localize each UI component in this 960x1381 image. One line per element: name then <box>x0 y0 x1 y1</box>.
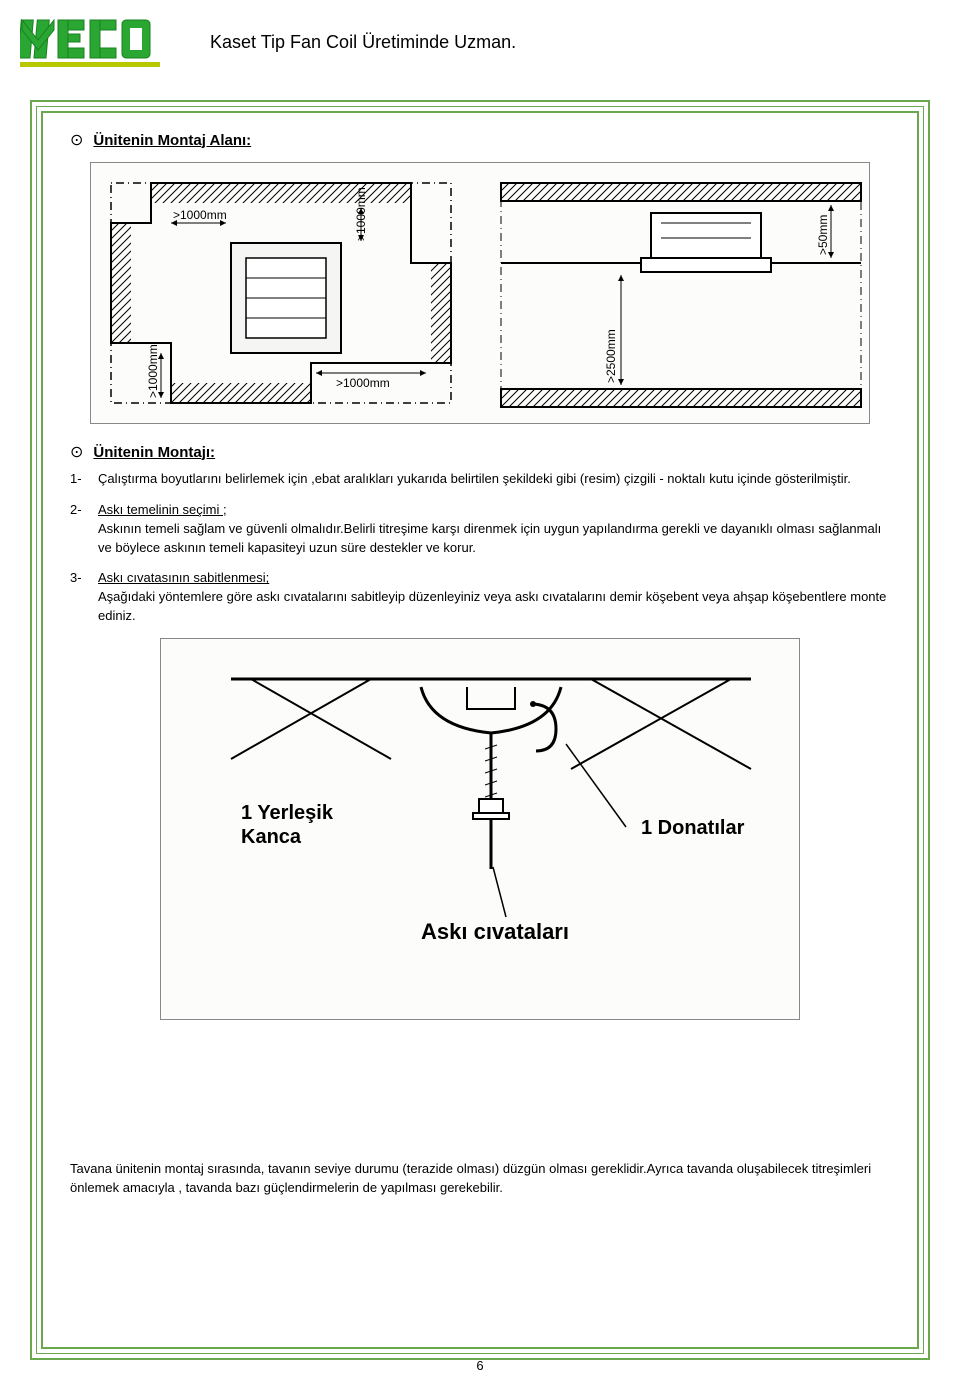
diagram-montaj-alani: >1000mm >1000mm >1000mm >1000mm <box>90 162 870 424</box>
item-text: Çalıştırma boyutlarını belirlemek için ,… <box>98 470 890 489</box>
item-body: Aşağıdaki yöntemlere göre askı cıvatalar… <box>98 589 886 623</box>
page-header: Kaset Tip Fan Coil Üretiminde Uzman. <box>20 12 516 72</box>
item-body: Askının temeli sağlam ve güvenli olmalıd… <box>98 521 881 555</box>
dim-label: >1000mm <box>336 376 390 390</box>
section-montaj: ⊙ Ünitenin Montajı: <box>70 442 890 462</box>
label-aski-civatalari: Askı cıvataları <box>421 919 569 944</box>
dim-label: >50mm <box>816 215 830 255</box>
list-item-1: 1- Çalıştırma boyutlarını belirlemek içi… <box>70 470 890 489</box>
item-number: 2- <box>70 501 98 558</box>
list-item-3: 3- Askı cıvatasının sabitlenmesi; Aşağıd… <box>70 569 890 626</box>
bullet-icon: ⊙ <box>70 130 83 150</box>
dim-label: >1000mm <box>354 187 368 241</box>
header-title: Kaset Tip Fan Coil Üretiminde Uzman. <box>210 32 516 53</box>
content-area: ⊙ Ünitenin Montaj Alanı: <box>70 130 890 1198</box>
bullet-icon: ⊙ <box>70 442 83 462</box>
section-title-montaj-alani: Ünitenin Montaj Alanı: <box>93 132 251 149</box>
page-number: 6 <box>0 1358 960 1373</box>
section-title-montaj: Ünitenin Montajı: <box>93 444 215 461</box>
item-subtitle: Askı temelinin seçimi ; <box>98 502 227 517</box>
label-yerlesik: 1 Yerleşik <box>241 802 334 824</box>
item-number: 1- <box>70 470 98 489</box>
item-subtitle: Askı cıvatasının sabitlenmesi; <box>98 570 269 585</box>
footer-paragraph: Tavana ünitenin montaj sırasında, tavanı… <box>70 1160 890 1198</box>
dim-label: >2500mm <box>604 329 618 383</box>
item-text: Askı temelinin seçimi ; Askının temeli s… <box>98 501 890 558</box>
diagram-aski: 1 Yerleşik Kanca 1 Donatılar Askı cıvata… <box>160 638 800 1020</box>
dim-label: >1000mm <box>146 344 160 398</box>
list-item-2: 2- Askı temelinin seçimi ; Askının temel… <box>70 501 890 558</box>
item-number: 3- <box>70 569 98 626</box>
label-donatilar: 1 Donatılar <box>641 817 745 839</box>
item-text: Askı cıvatasının sabitlenmesi; Aşağıdaki… <box>98 569 890 626</box>
meco-logo <box>20 12 170 72</box>
dim-label: >1000mm <box>173 208 227 222</box>
section-montaj-alani: ⊙ Ünitenin Montaj Alanı: <box>70 130 890 150</box>
label-kanca: Kanca <box>241 826 302 848</box>
